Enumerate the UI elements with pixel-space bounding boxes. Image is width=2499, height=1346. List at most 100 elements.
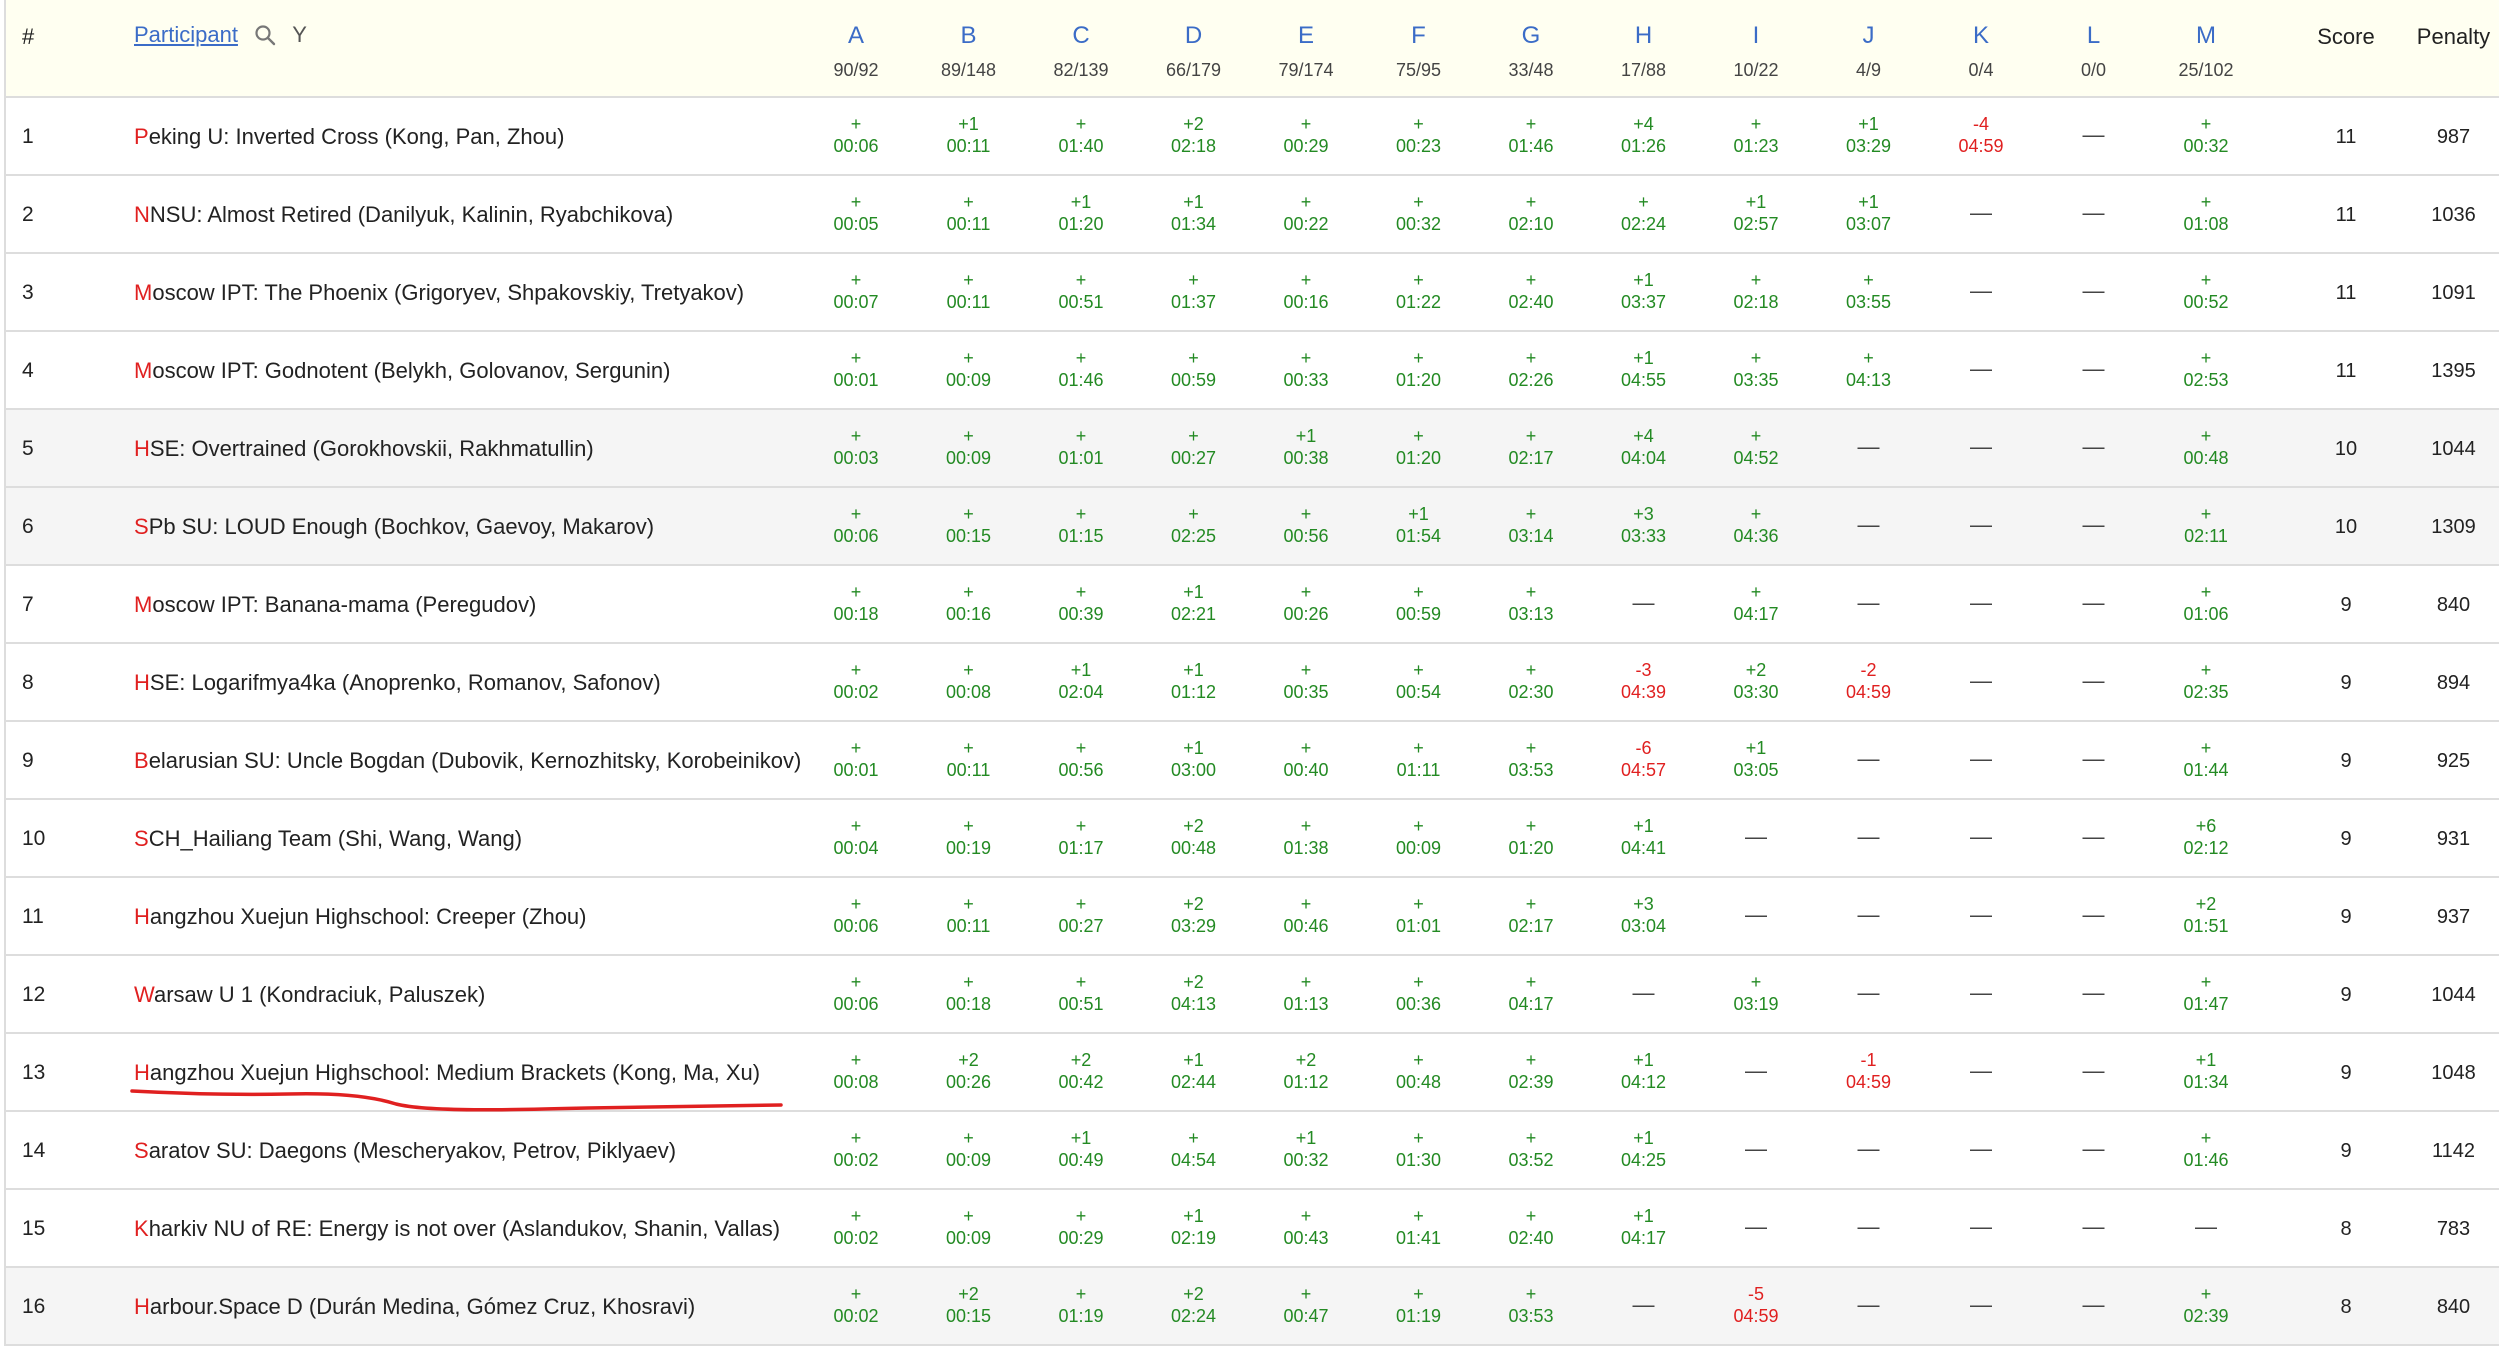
participant-name[interactable]: Moscow IPT: Banana-mama (Peregudov) xyxy=(134,566,536,642)
participant-name[interactable]: Moscow IPT: Godnotent (Belykh, Golovanov… xyxy=(134,332,670,408)
result-attempts: + xyxy=(963,1206,974,1226)
result-cell: + 00:02 xyxy=(806,644,906,720)
result-empty: — xyxy=(2082,902,2105,927)
result-empty: — xyxy=(1970,1292,1992,1317)
result-cell: + 01:08 xyxy=(2156,176,2256,252)
problem-header-d[interactable]: D 66/179 xyxy=(1144,0,1244,96)
result-time: 02:18 xyxy=(1170,136,1217,156)
result-cell: + 00:18 xyxy=(806,566,906,642)
participant-sort-link[interactable]: Participant xyxy=(134,22,238,47)
result-empty: — xyxy=(2082,122,2105,147)
result-cell: + 01:47 xyxy=(2156,956,2256,1032)
result-cell: +1 03:29 xyxy=(1819,98,1919,174)
result-cell: — xyxy=(1931,254,2031,330)
participant-name[interactable]: HSE: Logarifmya4ka (Anoprenko, Romanov, … xyxy=(134,644,661,720)
participant-name[interactable]: Belarusian SU: Uncle Bogdan (Dubovik, Ke… xyxy=(134,722,801,798)
participant-name[interactable]: NNSU: Almost Retired (Danilyuk, Kalinin,… xyxy=(134,176,673,252)
result-empty: — xyxy=(1857,980,1880,1005)
participant-name[interactable]: Moscow IPT: The Phoenix (Grigoryev, Shpa… xyxy=(134,254,744,330)
problem-letter[interactable]: M xyxy=(2196,22,2216,49)
result-cell: +1 03:37 xyxy=(1594,254,1694,330)
problem-header-j[interactable]: J 4/9 xyxy=(1819,0,1919,96)
participant-name[interactable]: Saratov SU: Daegons (Mescheryakov, Petro… xyxy=(134,1112,676,1188)
problem-letter[interactable]: A xyxy=(847,22,864,49)
problem-header-h[interactable]: H 17/88 xyxy=(1594,0,1694,96)
problem-letter[interactable]: F xyxy=(1411,22,1426,49)
participant-rest: SE: Logarifmya4ka (Anoprenko, Romanov, S… xyxy=(149,670,661,695)
problem-header-m[interactable]: M 25/102 xyxy=(2156,0,2256,96)
participant-initial: S xyxy=(134,514,149,539)
problem-letter[interactable]: K xyxy=(1972,22,1989,49)
result-empty: — xyxy=(1632,590,1655,615)
result-time: 01:11 xyxy=(1396,760,1441,780)
result-time: 01:47 xyxy=(2183,994,2229,1014)
penalty-cell: 1044 xyxy=(2431,984,2476,1006)
result-time: 02:18 xyxy=(1733,292,1779,312)
problem-header-b[interactable]: B 89/148 xyxy=(919,0,1019,96)
rank-cell: 10 xyxy=(22,827,46,850)
problem-letter[interactable]: E xyxy=(1297,22,1314,49)
problem-header-f[interactable]: F 75/95 xyxy=(1369,0,1469,96)
problem-header-a[interactable]: A 90/92 xyxy=(806,0,906,96)
participant-name[interactable]: HSE: Overtrained (Gorokhovskii, Rakhmatu… xyxy=(134,410,594,486)
participant-name[interactable]: Warsaw U 1 (Kondraciuk, Paluszek) xyxy=(134,956,485,1032)
participant-name[interactable]: SCH_Hailiang Team (Shi, Wang, Wang) xyxy=(134,800,522,876)
participant-name[interactable]: SPb SU: LOUD Enough (Bochkov, Gaevoy, Ma… xyxy=(134,488,654,564)
problem-header-k[interactable]: K 0/4 xyxy=(1931,0,2031,96)
participant-initial: M xyxy=(134,280,153,305)
participant-name[interactable]: Hangzhou Xuejun Highschool: Medium Brack… xyxy=(134,1034,760,1110)
result-attempts: + xyxy=(1300,1206,1312,1226)
result-cell: +1 01:12 xyxy=(1144,644,1244,720)
result-cell: +1 00:49 xyxy=(1031,1112,1131,1188)
result-time: 01:19 xyxy=(1058,1306,1104,1326)
result-cell: +2 00:26 xyxy=(919,1034,1019,1110)
participant-name[interactable]: Peking U: Inverted Cross (Kong, Pan, Zho… xyxy=(134,98,564,174)
result-empty: — xyxy=(2082,1214,2105,1239)
result-time: 04:13 xyxy=(1845,370,1892,390)
result-cell: + 00:19 xyxy=(919,800,1019,876)
participant-initial: P xyxy=(134,124,149,149)
result-attempts: + xyxy=(1188,426,1199,446)
problem-letter[interactable]: G xyxy=(1521,22,1541,49)
problem-header-l[interactable]: L 0/0 xyxy=(2044,0,2144,96)
problem-letter[interactable]: L xyxy=(2086,22,2101,49)
problem-letter[interactable]: I xyxy=(1752,22,1760,49)
result-time: 00:09 xyxy=(945,1150,992,1170)
problem-header-i[interactable]: I 10/22 xyxy=(1706,0,1806,96)
result-time: 00:32 xyxy=(2183,136,2229,156)
result-attempts: + xyxy=(1075,426,1087,446)
result-cell: + 01:19 xyxy=(1369,1268,1469,1344)
result-time: 03:29 xyxy=(1845,136,1892,156)
problem-letter[interactable]: H xyxy=(1634,22,1653,49)
penalty-cell: 1036 xyxy=(2431,204,2476,226)
result-empty: — xyxy=(2082,356,2105,381)
problem-header-c[interactable]: C 82/139 xyxy=(1031,0,1131,96)
participant-name[interactable]: Hangzhou Xuejun Highschool: Creeper (Zho… xyxy=(134,878,587,954)
result-empty: — xyxy=(1745,902,1767,927)
result-cell: + 01:01 xyxy=(1369,878,1469,954)
score-cell: 9 xyxy=(2340,906,2352,928)
participant-name[interactable]: Harbour.Space D (Durán Medina, Gómez Cru… xyxy=(134,1268,695,1344)
problem-header-g[interactable]: G 33/48 xyxy=(1481,0,1581,96)
problem-letter[interactable]: B xyxy=(960,22,977,49)
result-attempts: +2 xyxy=(2195,894,2217,914)
result-attempts: + xyxy=(1413,348,1424,368)
result-time: 00:06 xyxy=(833,526,879,546)
participant-name[interactable]: Kharkiv NU of RE: Energy is not over (As… xyxy=(134,1190,780,1266)
result-cell: + 01:46 xyxy=(1481,98,1581,174)
result-attempts: + xyxy=(963,816,974,836)
result-empty: — xyxy=(1857,902,1880,927)
result-cell: + 04:13 xyxy=(1819,332,1919,408)
result-cell: + 00:32 xyxy=(1369,176,1469,252)
participant-rest: oscow IPT: The Phoenix (Grigoryev, Shpak… xyxy=(152,280,745,305)
problem-letter[interactable]: C xyxy=(1072,22,1090,49)
problem-letter[interactable]: J xyxy=(1862,22,1875,49)
result-attempts: + xyxy=(1750,114,1762,134)
filter-icon[interactable]: Y xyxy=(292,22,307,47)
problem-header-e[interactable]: E 79/174 xyxy=(1256,0,1356,96)
problem-letter[interactable]: D xyxy=(1184,22,1203,49)
search-icon[interactable] xyxy=(254,24,276,52)
result-cell: — xyxy=(1819,800,1919,876)
result-empty: — xyxy=(1970,980,1992,1005)
result-time: 02:12 xyxy=(2183,838,2229,858)
